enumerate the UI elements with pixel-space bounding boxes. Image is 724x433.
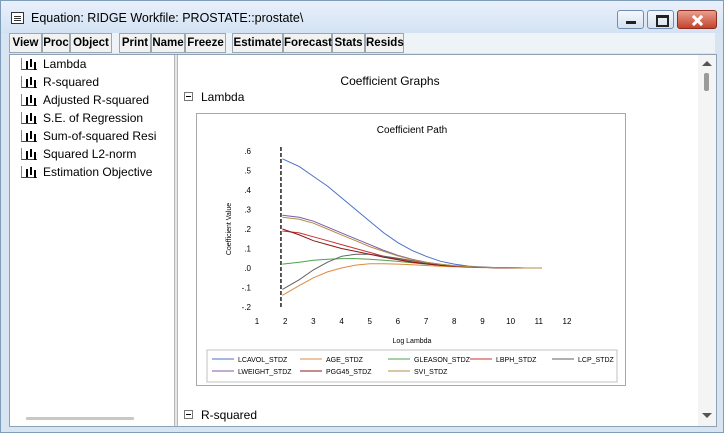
legend-entry: LCP_STDZ (578, 357, 615, 364)
x-tick-label: 1 (255, 317, 260, 326)
bar-graph-icon (21, 58, 37, 70)
tree-item-se-of-regression[interactable]: S.E. of Regression (21, 110, 174, 127)
print-button[interactable]: Print (119, 33, 151, 53)
x-tick-label: 9 (480, 317, 485, 326)
window-title: Equation: RIDGE Workfile: PROSTATE::pros… (31, 11, 304, 25)
legend-entry: SVI_STDZ (414, 369, 448, 376)
x-tick-label: 10 (506, 317, 515, 326)
y-tick-label: .3 (244, 206, 251, 215)
scroll-down-arrow-icon[interactable] (702, 413, 712, 418)
x-axis-label: Log Lambda (393, 338, 432, 345)
chart-title: Coefficient Path (377, 125, 447, 136)
stats-button[interactable]: Stats (332, 33, 365, 53)
legend-entry: PGG45_STDZ (326, 369, 372, 376)
y-tick-label: .1 (244, 245, 251, 254)
tree-item-lambda[interactable]: Lambda (21, 56, 174, 73)
forecast-button[interactable]: Forecast (283, 33, 332, 53)
minimize-button[interactable] (617, 10, 644, 29)
section-label: R-squared (201, 408, 258, 422)
tree-item-label: Estimation Objective (43, 165, 153, 179)
y-tick-label: -.1 (242, 284, 252, 293)
content-area: Lambda R-squared Adjusted R-squared S.E.… (9, 54, 717, 427)
x-tick-label: 8 (452, 317, 457, 326)
resids-button[interactable]: Resids (365, 33, 404, 53)
legend-entry: AGE_STDZ (326, 357, 364, 364)
title-bar[interactable]: Equation: RIDGE Workfile: PROSTATE::pros… (1, 1, 723, 33)
y-tick-label: .6 (244, 147, 251, 156)
bar-graph-icon (21, 76, 37, 88)
tree-item-estimation-objective[interactable]: Estimation Objective (21, 164, 174, 181)
y-tick-label: .0 (244, 264, 251, 273)
legend-entry: GLEASON_STDZ (414, 357, 471, 364)
series-line-lcavol-stdz (282, 158, 542, 269)
tree-item-squared-l2-norm[interactable]: Squared L2-norm (21, 146, 174, 163)
legend-entry: LBPH_STDZ (496, 357, 537, 364)
maximize-button[interactable] (647, 10, 674, 29)
legend-entry: LCAVOL_STDZ (238, 357, 288, 364)
bar-graph-icon (21, 148, 37, 160)
chart-canvas: Coefficient Path.6.5.4.3.2.1.0-.1-.21 2 3 4… (206, 125, 618, 383)
tree-item-label: Lambda (43, 57, 87, 71)
panel-title: Coefficient Graphs (340, 74, 440, 88)
series-line-svi-stdz (282, 216, 542, 269)
x-tick-label: 3 (311, 317, 316, 326)
bar-graph-icon (21, 166, 37, 178)
bar-graph-icon (21, 94, 37, 106)
x-tick-label: 6 (396, 317, 401, 326)
x-tick-label: 7 (424, 317, 429, 326)
close-button[interactable] (677, 10, 717, 29)
scroll-thumb[interactable] (704, 73, 709, 91)
estimate-button[interactable]: Estimate (232, 33, 283, 53)
view-button[interactable]: View (9, 33, 42, 53)
tree-item-label: R-squared (43, 75, 100, 89)
graph-panel: Coefficient Graphs Lambda Coefficient Pa… (178, 55, 697, 426)
x-tick-label: 2 (283, 317, 288, 326)
vertical-scrollbar[interactable] (698, 55, 716, 426)
x-tick-label: 11 (535, 317, 544, 326)
legend-entry: LWEIGHT_STDZ (238, 369, 292, 376)
series-line-pgg45-stdz (282, 228, 542, 269)
legend-box (206, 349, 618, 383)
collapse-icon[interactable] (184, 92, 193, 101)
y-tick-label: .2 (244, 225, 251, 234)
tree-item-label: Squared L2-norm (43, 147, 137, 161)
bar-graph-icon (21, 130, 37, 142)
toolbar: View Proc Object Print Name Freeze Estim… (9, 33, 715, 53)
section-label: Lambda (201, 90, 245, 104)
collapse-icon[interactable] (184, 410, 193, 419)
proc-button[interactable]: Proc (42, 33, 70, 53)
tree-item-label: Sum-of-squared Resi (43, 129, 157, 143)
tree-horizontal-scrollbar[interactable] (26, 417, 134, 420)
name-button[interactable]: Name (151, 33, 185, 53)
y-tick-label: -.2 (242, 303, 252, 312)
coefficient-path-chart: Coefficient Path .6.5.4.3.2.1.0 -.1 -.2 1 2 3 4… (196, 113, 626, 386)
x-tick-label: 12 (563, 317, 572, 326)
freeze-button[interactable]: Freeze (185, 33, 226, 53)
bar-graph-icon (21, 112, 37, 124)
tree-item-label: S.E. of Regression (43, 111, 144, 125)
y-tick-label: .5 (244, 167, 251, 176)
scroll-up-arrow-icon[interactable] (702, 61, 712, 66)
graph-tree: Lambda R-squared Adjusted R-squared S.E.… (10, 55, 174, 426)
x-tick-label: 5 (368, 317, 373, 326)
x-tick-label: 4 (339, 317, 344, 326)
system-menu-icon[interactable] (11, 12, 24, 24)
tree-item-adjusted-r-squared[interactable]: Adjusted R-squared (21, 92, 174, 109)
y-tick-label: .4 (244, 186, 251, 195)
tree-item-r-squared[interactable]: R-squared (21, 74, 174, 91)
tree-item-sum-of-squared-resid[interactable]: Sum-of-squared Resi (21, 128, 174, 145)
series-line-age-stdz (282, 263, 542, 296)
y-axis-label: Coefficient Value (226, 203, 233, 255)
pane-splitter[interactable] (174, 55, 178, 426)
tree-item-label: Adjusted R-squared (43, 93, 150, 107)
object-button[interactable]: Object (70, 33, 112, 53)
